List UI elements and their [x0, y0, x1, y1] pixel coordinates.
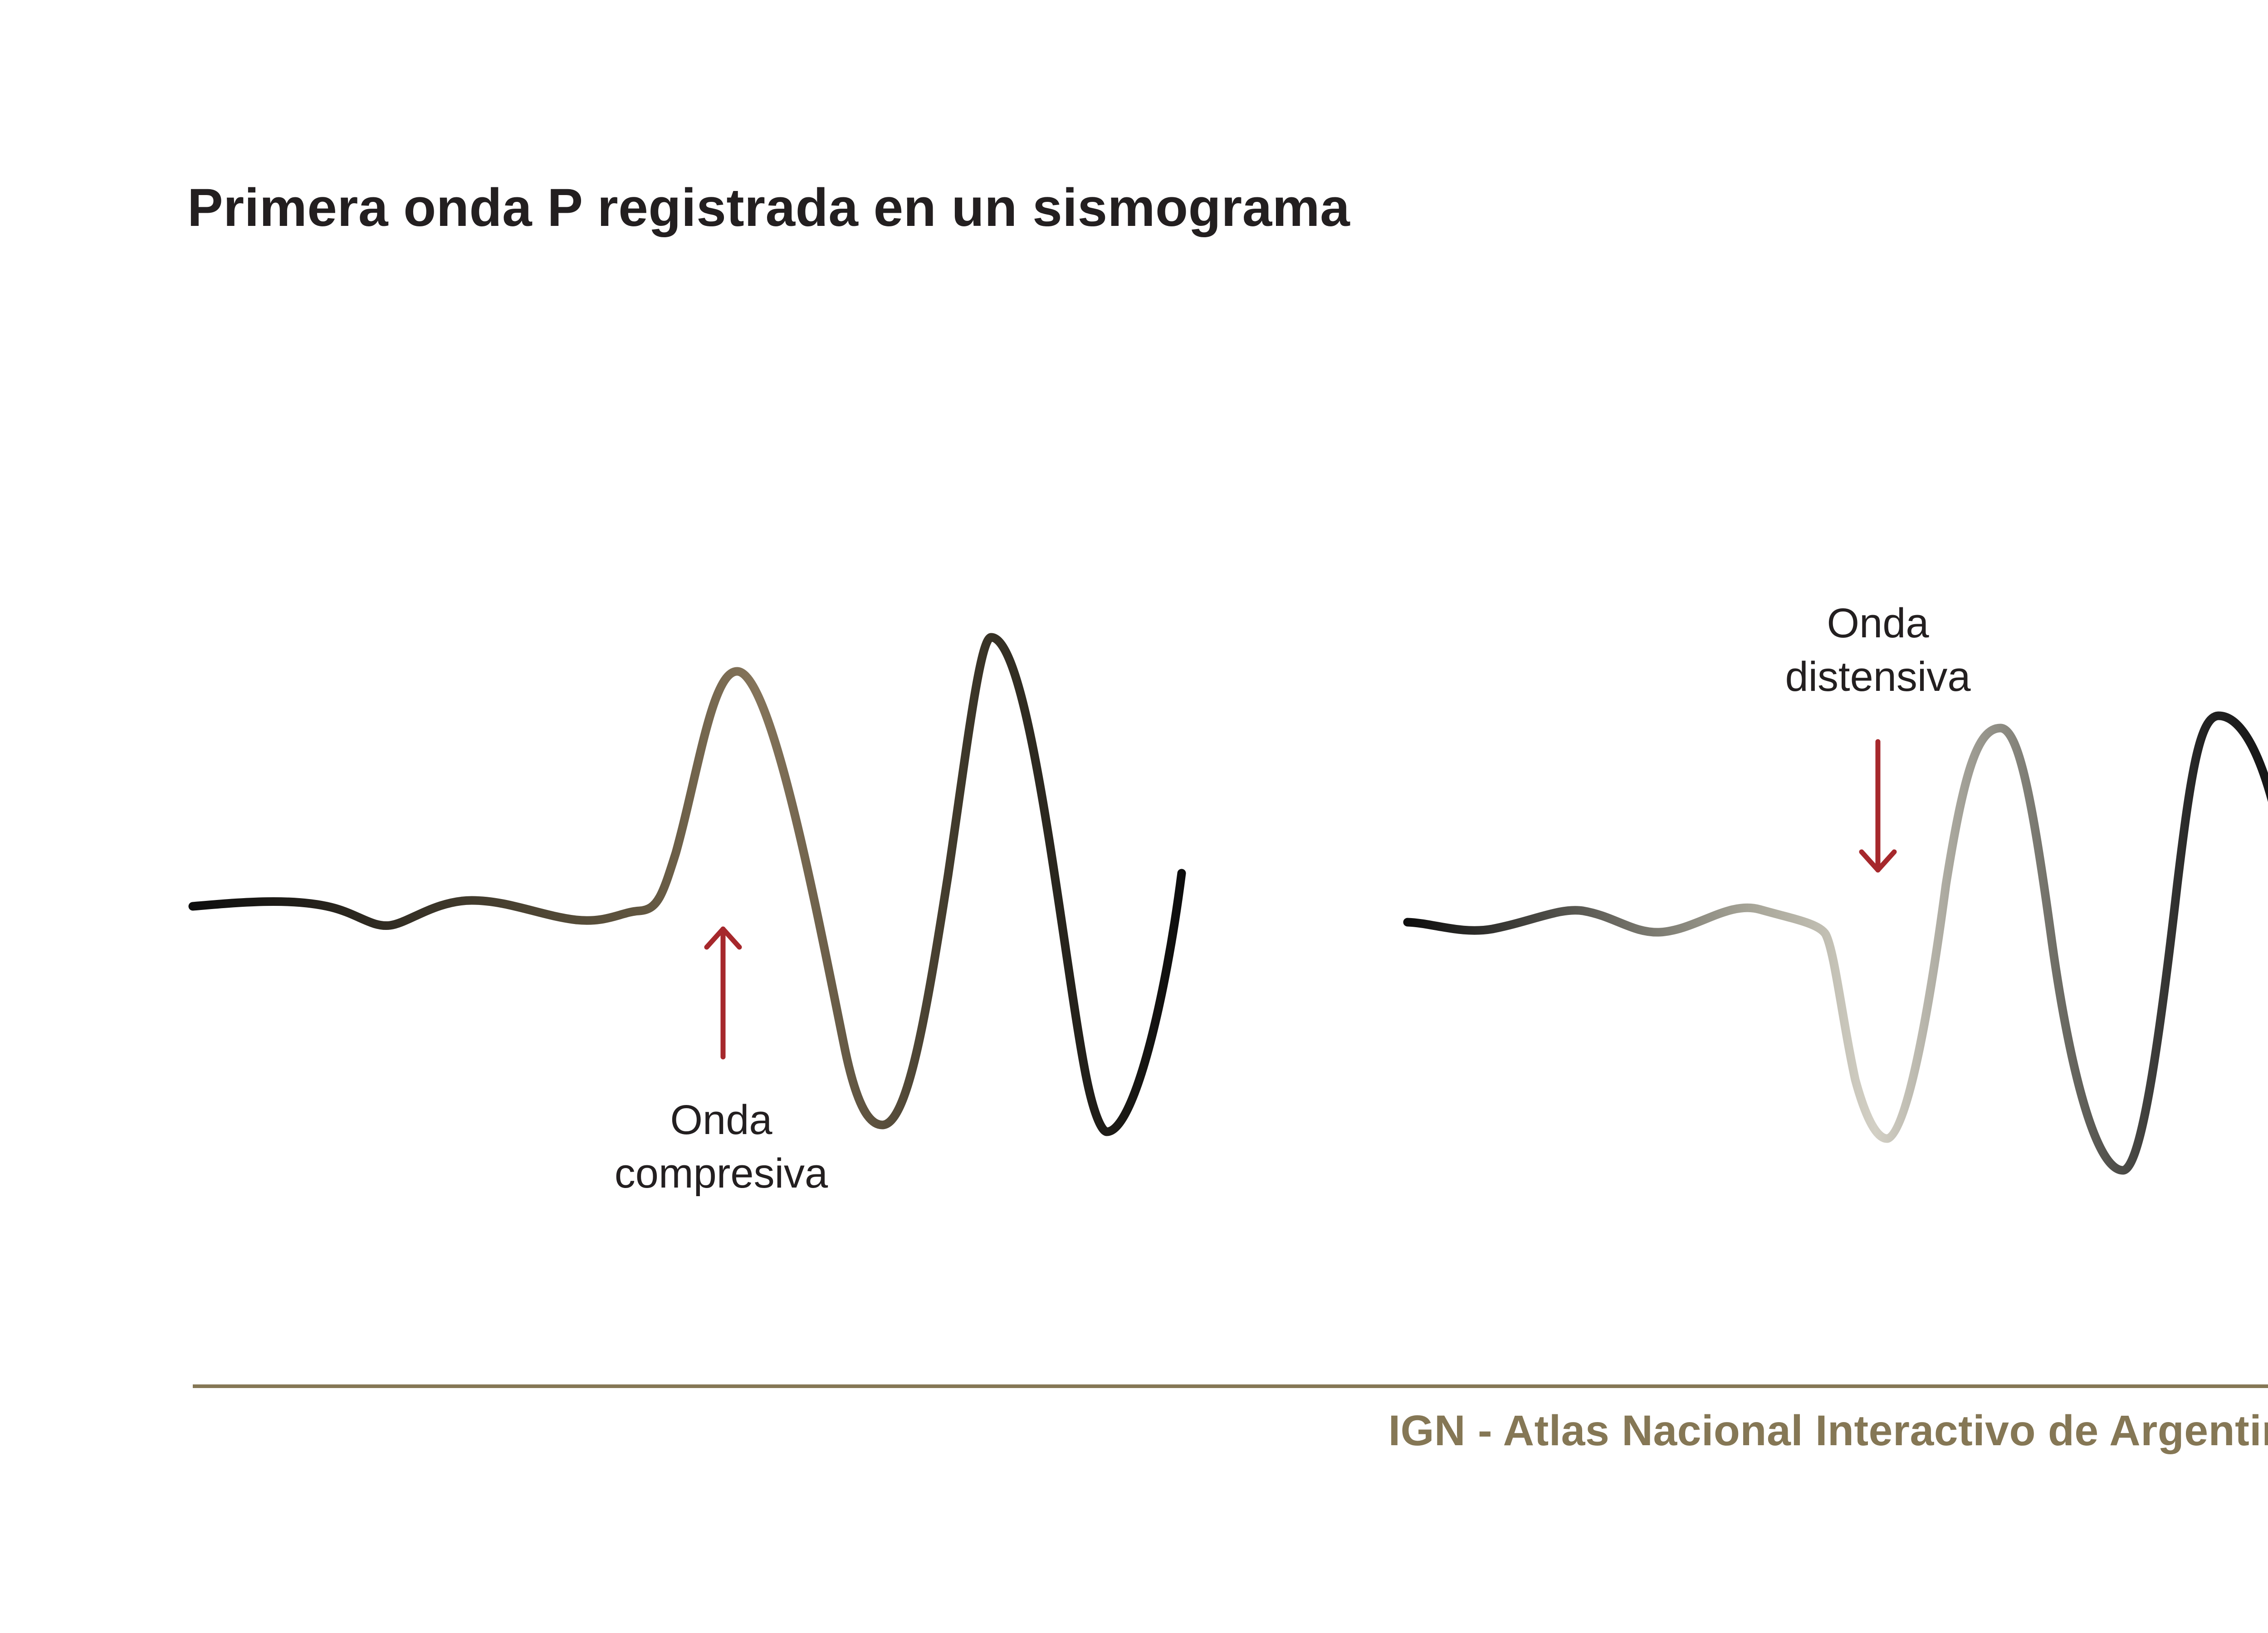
label-onda-distensiva: Onda distensiva — [1696, 596, 2059, 704]
label-distensiva-line2: distensiva — [1785, 654, 1971, 700]
label-compresiva-line1: Onda — [670, 1097, 772, 1143]
arrow-up-icon — [704, 926, 742, 1060]
label-onda-compresiva: Onda compresiva — [540, 1093, 903, 1200]
seismogram-compresiva — [188, 633, 1186, 1136]
arrow-down-icon — [1859, 739, 1897, 873]
wave-trace-distensiva — [1403, 711, 2268, 1175]
seismogram-distensiva — [1403, 711, 2268, 1175]
footer-divider — [193, 1384, 2268, 1388]
source-credit: IGN - Atlas Nacional Interactivo de Arge… — [1388, 1407, 2268, 1455]
label-distensiva-line1: Onda — [1827, 600, 1929, 646]
page-title: Primera onda P registrada en un sismogra… — [187, 178, 1350, 238]
label-compresiva-line2: compresiva — [614, 1150, 828, 1197]
wave-trace-compresiva — [188, 633, 1186, 1136]
